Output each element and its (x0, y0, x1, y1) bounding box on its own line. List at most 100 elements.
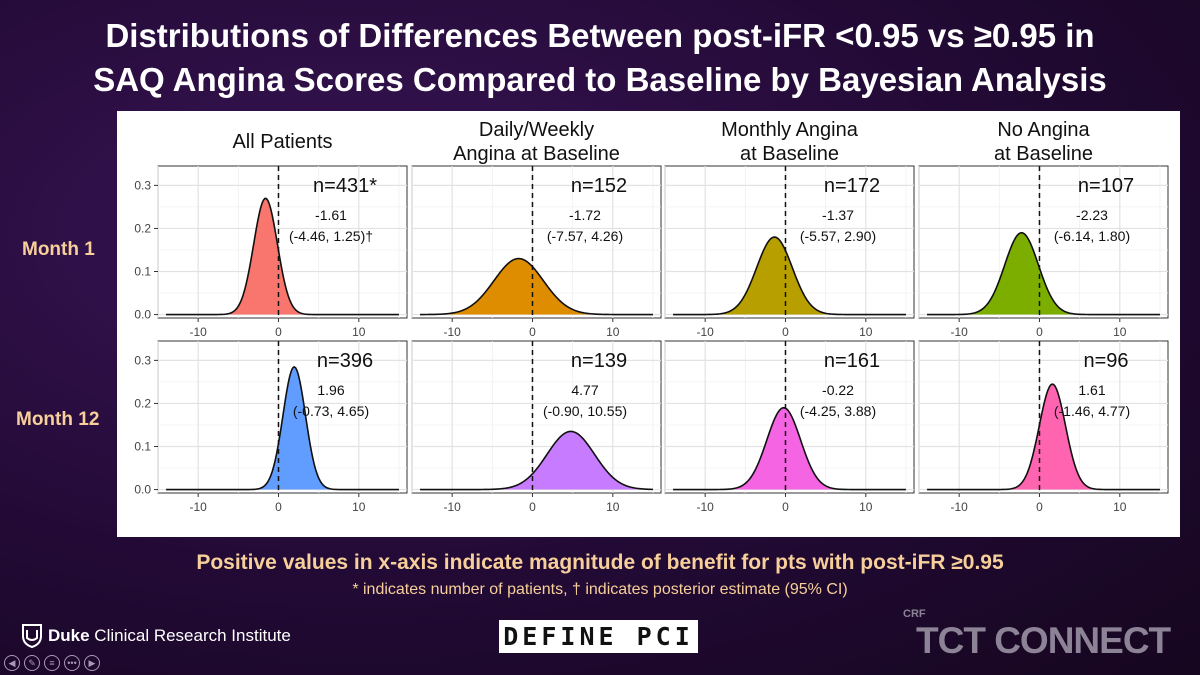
x-tick-label: -10 (950, 325, 968, 339)
credible-interval-label: (-4.46, 1.25)† (289, 228, 373, 244)
y-tick-label: 0.1 (134, 264, 151, 278)
x-tick-label: 0 (1036, 500, 1043, 514)
y-tick-label: 0.3 (134, 353, 151, 367)
density-area (673, 407, 906, 490)
x-tick-label: 10 (606, 500, 620, 514)
column-header: No Angina (997, 119, 1090, 141)
density-area (166, 366, 399, 490)
density-area (927, 384, 1160, 490)
sample-size-label: n=152 (571, 175, 627, 197)
posterior-estimate-label: -0.22 (822, 382, 854, 398)
x-tick-label: 0 (275, 325, 282, 339)
next-icon[interactable]: ▶ (84, 655, 100, 671)
posterior-estimate-label: -1.37 (822, 207, 854, 223)
y-tick-label: 0.0 (134, 483, 151, 497)
x-tick-label: 0 (275, 500, 282, 514)
x-tick-label: 10 (352, 325, 366, 339)
x-tick-label: 0 (529, 500, 536, 514)
y-tick-label: 0.2 (134, 221, 151, 235)
density-curve (673, 406, 906, 491)
x-tick-label: -10 (443, 500, 461, 514)
sample-size-label: n=96 (1083, 350, 1128, 372)
density-curve (420, 257, 653, 316)
posterior-estimate-label: -2.23 (1076, 207, 1108, 223)
x-tick-label: 10 (352, 500, 366, 514)
duke-logo-bold: Duke (48, 626, 90, 645)
pen-icon[interactable]: ✎ (24, 655, 40, 671)
y-tick-label: 0.2 (134, 396, 151, 410)
prev-icon[interactable]: ◀ (4, 655, 20, 671)
duke-logo: Duke Clinical Research Institute (22, 624, 291, 648)
posterior-estimate-label: -1.72 (569, 207, 601, 223)
credible-interval-label: (-4.25, 3.88) (800, 403, 876, 419)
credible-interval-label: (-7.57, 4.26) (547, 228, 623, 244)
sample-size-label: n=396 (317, 350, 373, 372)
sample-size-label: n=161 (824, 350, 880, 372)
y-tick-label: 0.3 (134, 178, 151, 192)
credible-interval-label: (-6.14, 1.80) (1054, 228, 1130, 244)
crf-logo: CRF (903, 608, 926, 620)
x-tick-label: -10 (696, 325, 714, 339)
sample-size-label: n=107 (1078, 175, 1134, 197)
column-header: at Baseline (740, 143, 839, 165)
column-header: Angina at Baseline (453, 143, 620, 165)
x-tick-label: -10 (696, 500, 714, 514)
credible-interval-label: (-1.46, 4.77) (1054, 403, 1130, 419)
footnote-sub: * indicates number of patients, † indica… (352, 581, 848, 598)
posterior-estimate-label: 1.61 (1078, 382, 1105, 398)
y-tick-label: 0.1 (134, 439, 151, 453)
density-curve (166, 197, 399, 316)
row-label-month-12: Month 12 (16, 409, 100, 430)
title-line-2: SAQ Angina Scores Compared to Baseline b… (93, 61, 1107, 98)
density-curve (927, 383, 1160, 491)
define-pci-logo: DEFINE PCI (499, 620, 698, 653)
x-tick-label: 0 (1036, 325, 1043, 339)
chart-panel-area: All Patients Daily/Weekly Angina at Baseli… (117, 111, 1180, 537)
column-header: All Patients (232, 131, 332, 153)
x-tick-label: -10 (950, 500, 968, 514)
x-tick-label: 10 (1113, 500, 1127, 514)
tct-connect-logo: TCT CONNECT (916, 620, 1171, 661)
x-tick-label: -10 (189, 500, 207, 514)
column-header: at Baseline (994, 143, 1093, 165)
x-tick-label: 0 (782, 325, 789, 339)
density-area (166, 198, 399, 315)
credible-interval-label: (-0.90, 10.55) (543, 403, 627, 419)
x-tick-label: 10 (606, 325, 620, 339)
menu-icon[interactable]: ≡ (44, 655, 60, 671)
duke-logo-text: Clinical Research Institute (89, 626, 291, 645)
density-curve (420, 430, 653, 491)
sample-size-label: n=431* (313, 175, 377, 197)
posterior-estimate-label: 4.77 (571, 382, 598, 398)
x-tick-label: 10 (859, 325, 873, 339)
more-icon[interactable]: ••• (64, 655, 80, 671)
x-tick-label: 10 (1113, 325, 1127, 339)
duke-shield-icon (22, 624, 42, 648)
posterior-estimate-label: -1.61 (315, 207, 347, 223)
footnote-main: Positive values in x-axis indicate magni… (196, 551, 1004, 574)
sample-size-label: n=172 (824, 175, 880, 197)
title-line-1: Distributions of Differences Between pos… (105, 17, 1095, 54)
density-area (927, 232, 1160, 315)
density-curve (927, 231, 1160, 316)
row-label-month-1: Month 1 (22, 239, 95, 260)
x-tick-label: 0 (782, 500, 789, 514)
credible-interval-label: (-5.57, 2.90) (800, 228, 876, 244)
y-tick-label: 0.0 (134, 308, 151, 322)
density-area (420, 431, 653, 490)
x-tick-label: -10 (443, 325, 461, 339)
density-curve (673, 236, 906, 316)
x-tick-label: 0 (529, 325, 536, 339)
column-header: Daily/Weekly (479, 119, 594, 141)
density-curve (166, 365, 399, 491)
x-tick-label: 10 (859, 500, 873, 514)
slide-title: Distributions of Differences Between pos… (0, 14, 1200, 102)
density-area (673, 237, 906, 315)
x-tick-label: -10 (189, 325, 207, 339)
column-header: Monthly Angina (721, 119, 859, 141)
credible-interval-label: (-0.73, 4.65) (293, 403, 369, 419)
posterior-estimate-label: 1.96 (317, 382, 344, 398)
sample-size-label: n=139 (571, 350, 627, 372)
slide-nav-controls: ◀ ✎ ≡ ••• ▶ (4, 655, 100, 671)
